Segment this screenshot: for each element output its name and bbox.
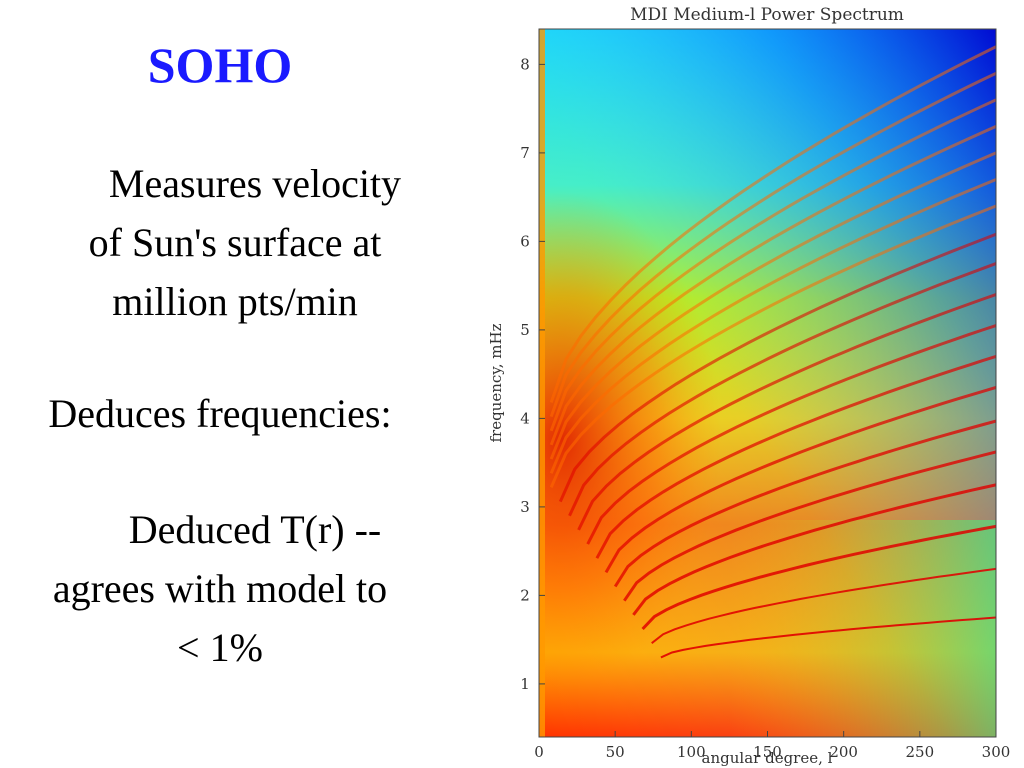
bullet3-line3: < 1% xyxy=(177,625,263,671)
bullet-deduces-frequencies: Deduces frequencies: xyxy=(0,384,440,443)
y-tick-label: 8 xyxy=(520,55,530,73)
ridge-line xyxy=(549,151,996,460)
ridge-line xyxy=(632,483,996,616)
y-tick-label: 4 xyxy=(520,409,530,427)
ridge-line xyxy=(586,324,996,545)
y-tick-label: 1 xyxy=(520,675,530,693)
bullet1-line2: of Sun's surface at xyxy=(88,220,382,266)
x-tick-label: 300 xyxy=(982,743,1011,761)
ridge-line xyxy=(549,71,996,418)
y-tick-label: 5 xyxy=(520,321,530,339)
x-tick-label: 0 xyxy=(534,743,544,761)
x-tick-label: 150 xyxy=(753,743,782,761)
bullet3-line1: Deduced T(r) -- xyxy=(128,507,382,552)
slide-title: SOHO xyxy=(147,37,293,93)
y-axis-label: frequency, mHz xyxy=(487,323,505,442)
ridge-line xyxy=(549,125,996,446)
bullet1-line1: Measures velocity xyxy=(108,161,402,206)
bullet2-line1: Deduces frequencies: xyxy=(48,391,392,436)
ridge-line xyxy=(549,178,996,474)
y-tick-label: 2 xyxy=(520,586,530,604)
ridge-line xyxy=(568,262,996,517)
ridge-line xyxy=(577,293,996,531)
x-tick-label: 50 xyxy=(606,743,625,761)
ridge-lines xyxy=(549,45,996,659)
power-spectrum-chart: MDI Medium-l Power Spectrum 0 50 100 150 200… xyxy=(487,5,1010,767)
bullet-measures-velocity: Measures velocity of Sun's surface at mi… xyxy=(30,154,440,332)
x-tick-label: 200 xyxy=(829,743,858,761)
ridge-line xyxy=(613,419,996,588)
heatmap-left-edge xyxy=(539,29,545,737)
y-tick-label: 6 xyxy=(520,232,530,250)
x-tick-label: 100 xyxy=(677,743,706,761)
ridge-line xyxy=(660,616,996,659)
bullet-deduced-temperature: Deduced T(r) -- agrees with model to < 1… xyxy=(10,500,430,678)
ridge-line xyxy=(604,385,996,574)
y-tick-label: 3 xyxy=(520,498,530,516)
y-tick-label: 7 xyxy=(520,144,530,162)
ridge-line xyxy=(595,354,996,559)
x-ticks: 0 50 100 150 200 250 300 xyxy=(534,731,1010,761)
ridge-line xyxy=(651,567,996,644)
bullet1-line3: million pts/min xyxy=(112,279,358,325)
x-tick-label: 250 xyxy=(906,743,935,761)
chart-title: MDI Medium-l Power Spectrum xyxy=(630,5,904,25)
y-ticks: 1 2 3 4 5 6 7 8 xyxy=(520,55,545,693)
ridge-line xyxy=(623,450,996,602)
bullet3-line2: agrees with model to xyxy=(52,566,388,612)
ridge-line xyxy=(549,45,996,403)
ridge-line xyxy=(549,98,996,432)
x-axis-label: angular degree, l xyxy=(702,749,833,767)
ridge-line xyxy=(558,232,996,503)
ridge-line xyxy=(641,524,996,631)
heatmap-area xyxy=(539,29,996,737)
ridge-line xyxy=(549,204,996,488)
